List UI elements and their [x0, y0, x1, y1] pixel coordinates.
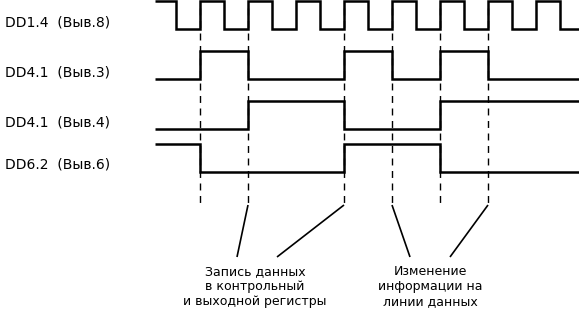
Text: DD1.4  (Выв.8): DD1.4 (Выв.8) — [5, 15, 110, 29]
Text: Запись данных
в контрольный
и выходной регистры: Запись данных в контрольный и выходной р… — [183, 265, 327, 308]
Text: DD4.1  (Выв.3): DD4.1 (Выв.3) — [5, 65, 110, 79]
Text: DD4.1  (Выв.4): DD4.1 (Выв.4) — [5, 115, 110, 129]
Text: Изменение
информации на
линии данных: Изменение информации на линии данных — [378, 265, 482, 308]
Text: DD6.2  (Выв.6): DD6.2 (Выв.6) — [5, 158, 110, 172]
